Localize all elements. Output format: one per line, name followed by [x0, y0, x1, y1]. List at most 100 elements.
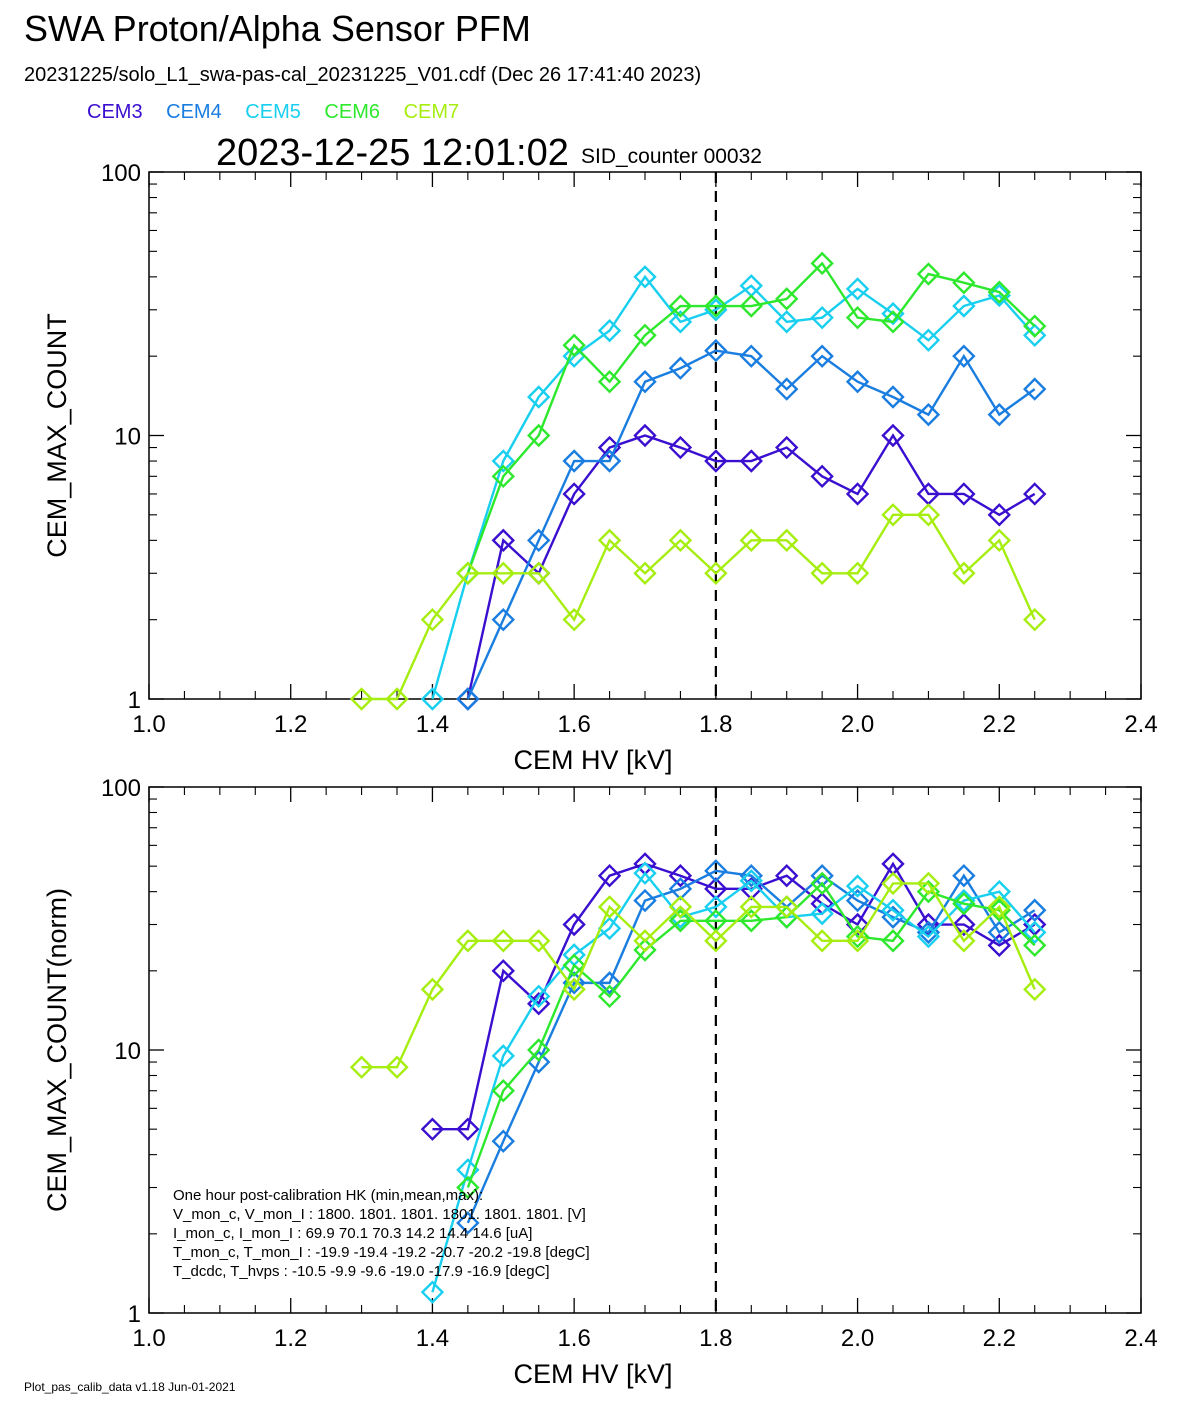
data-point: [987, 280, 1011, 304]
data-point: [987, 898, 1011, 922]
data-point: [881, 929, 905, 953]
data-point: [633, 323, 657, 348]
data-point: [810, 561, 834, 585]
data-point: [527, 423, 551, 448]
data-point: [1023, 607, 1047, 632]
data-point: [668, 895, 693, 919]
data-point: [739, 294, 763, 318]
data-point: [881, 423, 905, 448]
data-point: [456, 1117, 480, 1141]
data-point: [704, 294, 728, 318]
data-point: [668, 863, 693, 888]
data-point: [739, 449, 763, 473]
series-line: [466, 349, 1036, 700]
data-point: [633, 423, 657, 448]
data-point: [952, 294, 976, 318]
data-point: [420, 977, 445, 1002]
data-point: [810, 929, 834, 953]
data-point: [597, 528, 622, 553]
legend-cem6: CEM6: [324, 101, 380, 123]
data-point: [420, 687, 445, 711]
data-point: [597, 449, 622, 473]
chart-2: 1.0 1.2 1.4 1.6 1.8 2.0 2.2 2.4 1 10 100 CEM HV [kV…: [42, 775, 1158, 1389]
data-point: [633, 888, 657, 913]
data-point: [597, 370, 622, 394]
x-tick-label: 1.6: [557, 711, 590, 738]
data-point: [775, 435, 799, 460]
series-line: [361, 882, 1036, 1069]
data-point: [527, 385, 551, 409]
data-point: [775, 287, 799, 311]
data-point: [845, 370, 870, 394]
data-point: [704, 929, 728, 953]
series-cem5: [420, 265, 1047, 711]
x-tick-label: 1.8: [699, 711, 732, 738]
hk-line: One hour post-calibration HK (min,mean,m…: [173, 1187, 483, 1204]
y-tick-label: 10: [114, 1038, 141, 1065]
data-point: [1023, 977, 1047, 1002]
data-point: [420, 1280, 445, 1304]
x-tick-label: 1.0: [132, 1325, 165, 1352]
data-point: [527, 1038, 551, 1062]
series-line: [431, 871, 1036, 1293]
data-point: [845, 888, 870, 913]
data-point: [668, 435, 693, 460]
data-point: [987, 528, 1011, 553]
x-tick-label: 1.2: [274, 711, 307, 738]
data-point: [845, 874, 870, 898]
data-point: [668, 528, 693, 553]
data-point: [845, 924, 870, 949]
data-point: [987, 895, 1011, 919]
x-axis-label: CEM HV [kV]: [513, 1359, 672, 1389]
series-line: [466, 433, 1036, 700]
x-tick-label: 1.4: [416, 1325, 449, 1352]
data-point: [597, 971, 622, 995]
data-point: [491, 464, 515, 489]
data-point: [385, 687, 409, 711]
chart-1: 1.0 1.2 1.4 1.6 1.8 2.0 2.2 2.4 1 10 100 CEM HV [kV…: [42, 160, 1158, 775]
x-tick-label: 1.4: [416, 711, 449, 738]
data-point: [952, 891, 976, 916]
data-point: [1023, 323, 1047, 348]
data-point: [952, 912, 976, 937]
figure-title: SWA Proton/Alpha Sensor PFM: [24, 8, 531, 49]
data-point: [916, 328, 941, 352]
data-point: [845, 482, 870, 506]
data-point: [349, 1055, 374, 1079]
data-point: [987, 402, 1011, 427]
data-point: [633, 370, 657, 394]
data-point: [775, 310, 799, 334]
x-tick-label: 1.0: [132, 711, 165, 738]
data-point: [527, 929, 551, 953]
data-point: [739, 528, 763, 553]
data-point: [597, 318, 622, 343]
data-point: [491, 607, 515, 632]
data-point: [775, 863, 799, 888]
data-point: [775, 377, 799, 401]
data-point: [456, 1211, 480, 1235]
data-point: [810, 871, 834, 896]
x-tick-label: 2.4: [1124, 1325, 1157, 1352]
data-point: [491, 449, 515, 473]
data-point: [810, 464, 834, 489]
data-point: [1023, 482, 1047, 506]
legend-cem5: CEM5: [245, 101, 301, 123]
x-tick-label: 1.6: [557, 1325, 590, 1352]
file-subtitle: 20231225/solo_L1_swa-pas-cal_20231225_V0…: [24, 64, 702, 86]
data-point: [704, 338, 728, 363]
data-point: [952, 561, 976, 585]
series-cem6: [456, 251, 1047, 585]
data-point: [952, 344, 976, 368]
data-point: [704, 561, 728, 585]
data-point: [916, 871, 941, 896]
data-point: [916, 503, 941, 527]
series-line: [361, 513, 1036, 701]
data-point: [810, 305, 834, 330]
y-tick-label: 1: [128, 687, 141, 714]
data-point: [952, 929, 976, 953]
series-line: [466, 869, 1036, 1224]
data-point: [987, 503, 1011, 527]
data-point: [491, 561, 515, 585]
footer-version: Plot_pas_calib_data v1.18 Jun-01-2021: [24, 1380, 236, 1394]
